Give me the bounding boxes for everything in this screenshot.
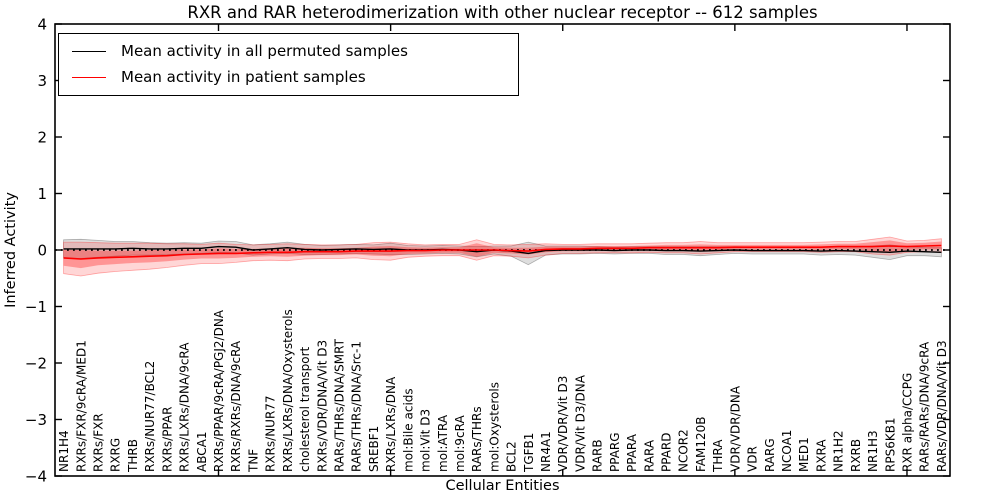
legend-line-swatch-black — [72, 51, 106, 53]
x-category-label: PPARA — [625, 433, 639, 472]
x-category-label: RXRs/PPAR/9cRA/PGJ2/DNA — [212, 309, 226, 472]
chart-title: RXR and RAR heterodimerization with othe… — [187, 3, 818, 22]
x-category-label: cholesterol transport — [298, 346, 312, 472]
x-category-label: RXRs/FXR/9cRA/MED1 — [74, 340, 88, 472]
x-category-label: VDR/VDR/Vit D3 — [556, 376, 570, 472]
legend-item-permuted: Mean activity in all permuted samples — [72, 43, 518, 60]
x-category-label: FAM120B — [694, 417, 708, 473]
x-category-label: mol:Oxysterols — [487, 382, 501, 472]
x-axis-label: Cellular Entities — [445, 478, 560, 494]
x-category-label: RARs/THRs/DNA/Src-1 — [350, 341, 364, 472]
x-category-label: RXRB — [849, 439, 863, 472]
x-category-label: THRB — [126, 439, 140, 473]
legend-line-swatch-red — [72, 76, 106, 78]
y-tick-label: −1 — [25, 298, 47, 316]
x-category-label: VDR — [746, 446, 760, 472]
x-category-label: ABCA1 — [195, 432, 209, 472]
y-tick-label: −4 — [25, 468, 47, 486]
x-category-label: RARB — [591, 439, 605, 472]
x-category-label: TGFB1 — [522, 433, 536, 473]
x-category-label: NCOA1 — [780, 430, 794, 472]
x-category-label: SREBF1 — [367, 426, 381, 472]
x-category-label: RARs/VDR/DNA/Vit D3 — [935, 340, 949, 472]
y-tick-label: −2 — [25, 355, 47, 373]
x-category-label: RXR alpha/CCPG — [901, 373, 915, 472]
x-category-label: RPS6KB1 — [883, 417, 897, 472]
legend: Mean activity in all permuted samples Me… — [58, 33, 519, 96]
x-category-label: PPARD — [660, 433, 674, 473]
x-category-label: RXRs/LXRs/DNA — [384, 376, 398, 472]
legend-label-patient: Mean activity in patient samples — [121, 68, 366, 87]
x-category-label: RXRs/PPAR — [160, 407, 174, 472]
y-tick-label: 0 — [37, 242, 47, 260]
x-category-label: mol:ATRA — [436, 414, 450, 472]
y-axis-label: Inferred Activity — [3, 192, 19, 308]
y-tick-label: 4 — [37, 16, 47, 34]
x-category-label: TNF — [246, 449, 260, 473]
x-category-label: NR1H3 — [866, 430, 880, 472]
x-category-label: mol:Bile acids — [401, 388, 415, 472]
x-category-label: RXRs/NUR77/BCL2 — [143, 361, 157, 472]
x-category-label: RXRs/VDR/DNA/Vit D3 — [315, 340, 329, 472]
x-category-label: NR4A1 — [539, 431, 553, 472]
y-tick-label: 1 — [37, 185, 47, 203]
y-tick-label: −3 — [25, 411, 47, 429]
x-category-label: NCOR2 — [677, 429, 691, 472]
x-category-label: RARs/THRs — [470, 406, 484, 472]
x-category-label: RXRG — [109, 438, 123, 472]
x-category-label: VDR/VDR/DNA — [728, 385, 742, 472]
x-category-label: RXRA — [814, 439, 828, 472]
x-category-label: NR1H2 — [832, 430, 846, 472]
x-category-label: mol:Vit D3 — [419, 409, 433, 472]
x-category-label: RARG — [763, 438, 777, 472]
x-category-label: PPARG — [608, 432, 622, 472]
x-category-label: VDR/Vit D3/DNA — [574, 374, 588, 472]
x-category-label: RXRs/FXR — [92, 413, 106, 472]
band-permuted — [63, 238, 942, 266]
y-tick-label: 3 — [37, 72, 47, 90]
line-patient — [63, 244, 942, 260]
x-category-label: RXRs/LXRs/DNA/9cRA — [178, 342, 192, 472]
x-category-label: RARs/RARs/DNA/9cRA — [918, 341, 932, 472]
x-category-label: RARA — [642, 439, 656, 472]
x-category-label: RXRs/NUR77 — [264, 395, 278, 472]
x-category-label: mol:9cRA — [453, 415, 467, 472]
x-category-label: THRA — [711, 439, 725, 473]
x-category-label: RXRs/RXRs/DNA/9cRA — [229, 340, 243, 472]
y-tick-label: 2 — [37, 129, 47, 147]
x-category-label: MED1 — [797, 437, 811, 472]
x-category-label: RARs/THRs/DNA/SMRT — [333, 338, 347, 472]
x-category-label: RXRs/LXRs/DNA/Oxysterols — [281, 309, 295, 472]
legend-item-patient: Mean activity in patient samples — [72, 69, 518, 86]
x-category-label: BCL2 — [505, 441, 519, 472]
x-category-label: NR1H4 — [57, 430, 71, 472]
legend-label-permuted: Mean activity in all permuted samples — [121, 42, 408, 61]
